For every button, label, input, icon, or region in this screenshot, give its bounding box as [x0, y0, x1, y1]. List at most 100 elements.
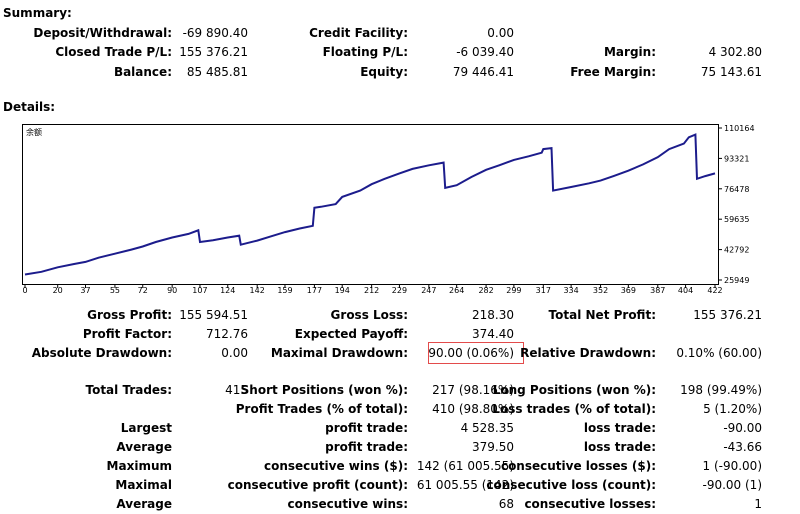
x-tick-label: 282 [478, 286, 493, 294]
short-positions-value: 217 (98.16%) [432, 383, 514, 397]
profit-factor-label: Profit Factor: [82, 327, 172, 341]
x-tick-label: 212 [364, 286, 379, 294]
x-tick-label: 247 [421, 286, 436, 294]
y-tick-label: 93321 [724, 154, 749, 163]
x-tick-label: 422 [707, 286, 722, 294]
consecutive-loss-count-value: -90.00 (1) [702, 478, 763, 492]
x-tick-label: 352 [593, 286, 608, 294]
credit-facility-value: 0.00 [487, 26, 514, 40]
chart-corner-label: 余额 [26, 127, 42, 137]
consecutive-profit-count-value: 61 005.55 (142) [416, 478, 514, 492]
largest-loss-trade-label: loss trade: [583, 421, 656, 435]
maximum-label: Maximum [106, 459, 172, 473]
balance-chart-svg: 余额 25949 42792 59635 76478 93321 110164 0 20 37… [22, 124, 755, 294]
loss-trades-label: Loss trades (% of total): [492, 402, 656, 416]
gross-profit-label: Gross Profit: [87, 308, 172, 322]
y-tick-label: 59635 [724, 215, 749, 224]
deposit-withdrawal-value: -69 890.40 [182, 26, 248, 40]
long-positions-label: Long Positions (won %): [492, 383, 656, 397]
x-tick-label: 334 [563, 286, 578, 294]
gross-profit-value: 155 594.51 [179, 308, 248, 322]
consecutive-losses-label: consecutive losses: [524, 497, 656, 511]
loss-trades-value: 5 (1.20%) [703, 402, 762, 416]
free-margin-value: 75 143.61 [700, 65, 762, 79]
balance-label: Balance: [113, 65, 172, 79]
x-tick-label: 264 [449, 286, 464, 294]
x-tick-label: 37 [80, 286, 90, 294]
x-tick-label: 404 [678, 286, 693, 294]
average-loss-trade-value: -43.66 [723, 440, 762, 454]
consecutive-wins-money-value: 142 (61 005.55) [416, 459, 514, 473]
consecutive-losses-value: 1 [754, 497, 762, 511]
consecutive-losses-money-value: 1 (-90.00) [702, 459, 763, 473]
x-tick-label: 55 [110, 286, 120, 294]
x-tick-label: 317 [536, 286, 551, 294]
equity-value: 79 446.41 [452, 65, 514, 79]
y-tick-label: 25949 [724, 276, 749, 285]
profit-trades-value: 410 (98.80%) [432, 402, 514, 416]
average-label: Average [116, 440, 172, 454]
total-trades-value: 415 [225, 383, 248, 397]
average-loss-trade-label: loss trade: [583, 440, 656, 454]
y-tick-label: 76478 [724, 185, 749, 194]
average-consecutive-label: Average [116, 497, 172, 511]
equity-label: Equity: [360, 65, 408, 79]
maximal-drawdown-highlight [428, 342, 524, 364]
x-tick-label: 159 [277, 286, 292, 294]
x-tick-label: 229 [392, 286, 407, 294]
deposit-withdrawal-label: Deposit/Withdrawal: [33, 26, 172, 40]
balance-value: 85 485.81 [186, 65, 248, 79]
closed-trade-pl-label: Closed Trade P/L: [55, 45, 172, 59]
maximal-label: Maximal [115, 478, 172, 492]
free-margin-label: Free Margin: [570, 65, 656, 79]
consecutive-profit-count-label: consecutive profit (count): [227, 478, 408, 492]
largest-loss-trade-value: -90.00 [723, 421, 762, 435]
largest-profit-trade-value: 4 528.35 [460, 421, 514, 435]
expected-payoff-label: Expected Payoff: [294, 327, 408, 341]
average-profit-trade-value: 379.50 [472, 440, 514, 454]
chart-plot-frame [22, 124, 719, 285]
profit-factor-value: 712.76 [206, 327, 248, 341]
relative-drawdown-value: 0.10% (60.00) [676, 346, 762, 360]
margin-label: Margin: [603, 45, 656, 59]
consecutive-losses-money-label: consecutive losses ($): [500, 459, 656, 473]
x-tick-label: 124 [220, 286, 235, 294]
profit-trades-label: Profit Trades (% of total): [235, 402, 408, 416]
floating-pl-value: -6 039.40 [456, 45, 514, 59]
balance-line [24, 133, 716, 276]
x-tick-label: 194 [335, 286, 350, 294]
absolute-drawdown-value: 0.00 [221, 346, 248, 360]
x-tick-label: 177 [307, 286, 322, 294]
total-trades-label: Total Trades: [85, 383, 172, 397]
x-tick-label: 0 [22, 286, 27, 294]
short-positions-label: Short Positions (won %): [240, 383, 408, 397]
y-axis-ticks: 25949 42792 59635 76478 93321 110164 [718, 124, 755, 285]
maximal-drawdown-value: 90.00 (0.06%) [428, 346, 514, 360]
margin-value: 4 302.80 [708, 45, 762, 59]
summary-title: Summary: [3, 6, 72, 20]
gross-loss-value: 218.30 [472, 308, 514, 322]
consecutive-wins-value: 68 [498, 497, 514, 511]
x-axis-ticks: 0 20 37 55 72 90 107 124 142 159 177 194 212 229 247 26… [22, 284, 723, 294]
total-net-profit-value: 155 376.21 [693, 308, 762, 322]
maximal-drawdown-label: Maximal Drawdown: [270, 346, 408, 360]
expected-payoff-value: 374.40 [472, 327, 514, 341]
total-net-profit-label: Total Net Profit: [548, 308, 656, 322]
largest-label: Largest [120, 421, 172, 435]
balance-chart: 余额 25949 42792 59635 76478 93321 110164 0 20 37… [22, 124, 767, 294]
y-tick-label: 110164 [724, 124, 755, 133]
x-tick-label: 369 [621, 286, 636, 294]
x-tick-label: 72 [138, 286, 148, 294]
x-tick-label: 107 [192, 286, 207, 294]
largest-profit-trade-label: profit trade: [325, 421, 408, 435]
consecutive-wins-money-label: consecutive wins ($): [263, 459, 408, 473]
relative-drawdown-label: Relative Drawdown: [520, 346, 656, 360]
details-title: Details: [3, 100, 56, 114]
absolute-drawdown-label: Absolute Drawdown: [31, 346, 172, 360]
x-tick-label: 387 [650, 286, 665, 294]
x-tick-label: 90 [167, 286, 177, 294]
consecutive-loss-count-label: consecutive loss (count): [486, 478, 656, 492]
credit-facility-label: Credit Facility: [309, 26, 408, 40]
x-tick-label: 299 [506, 286, 521, 294]
gross-loss-label: Gross Loss: [330, 308, 408, 322]
